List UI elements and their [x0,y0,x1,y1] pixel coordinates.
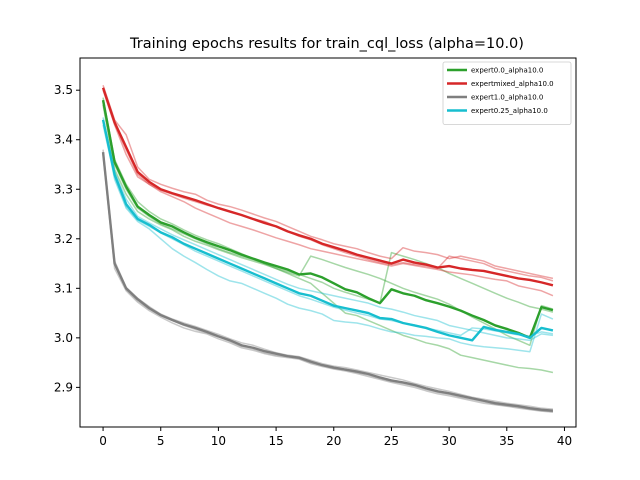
x-tick-label: 15 [268,434,283,448]
series-line-3 [101,119,554,342]
legend-label: expert0.25_alpha10.0 [471,107,548,115]
legend-label: expert1.0_alpha10.0 [471,94,543,102]
x-tick-label: 20 [326,434,341,448]
y-tick-label: 3.2 [54,232,73,246]
x-tick-label: 10 [211,434,226,448]
y-tick-label: 3.0 [54,331,73,345]
legend-label: expert0.0_alpha10.0 [471,67,543,75]
run-line-3-0 [102,119,554,353]
y-axis: 2.9 3.0 3.1 3.2 3.3 3.4 3.5 [54,83,80,394]
plot-frame [79,57,577,428]
legend-box [442,61,572,125]
run-line-3-1 [102,117,554,342]
legend-label: expertmixed_alpha10.0 [471,80,554,88]
y-tick-label: 3.4 [54,133,73,147]
x-tick-label: 35 [499,434,514,448]
series-line-0 [101,99,554,340]
run-line-1-0 [102,85,554,280]
x-tick-label: 5 [157,434,165,448]
run-line-0-1 [102,97,554,374]
x-tick-label: 0 [99,434,107,448]
y-tick-label: 3.5 [54,83,73,97]
x-axis: 0 5 10 15 20 25 30 35 40 [99,427,572,448]
y-tick-label: 3.3 [54,182,73,196]
legend: expert0.0_alpha10.0 expertmixed_alpha10.0… [442,61,572,125]
run-line-0-2 [102,102,554,313]
y-tick-label: 3.1 [54,281,73,295]
x-tick-label: 40 [557,434,572,448]
plot-lines [101,85,554,413]
run-line-0-0 [102,104,554,347]
y-tick-label: 2.9 [54,380,73,394]
run-line-2-1 [102,154,553,413]
chart-title: Training epochs results for train_cql_lo… [129,36,524,52]
x-tick-label: 25 [384,434,399,448]
series-line-1 [101,87,554,287]
run-line-1-1 [102,89,554,297]
series-line-2 [101,151,554,412]
x-tick-label: 30 [441,434,456,448]
